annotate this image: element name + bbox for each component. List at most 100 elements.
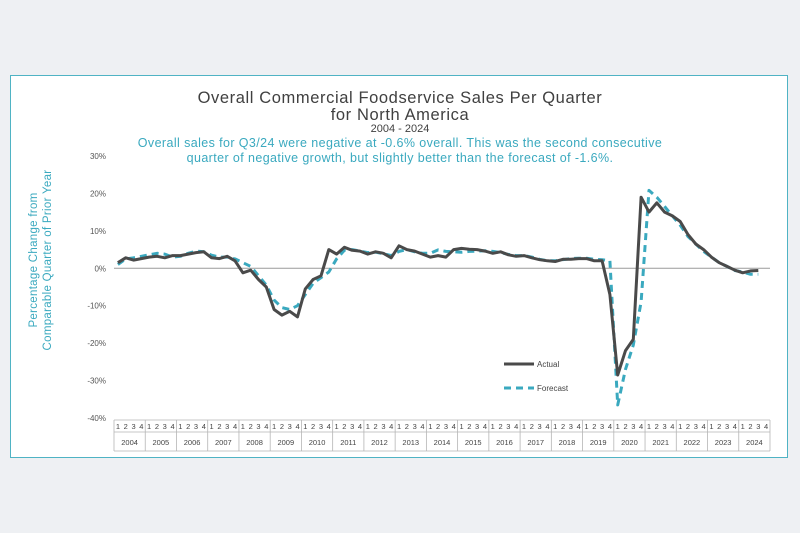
y-tick-label: -40%: [87, 414, 106, 423]
x-tick-year-label: 2018: [559, 438, 576, 447]
x-tick-quarter-label: 1: [116, 422, 120, 431]
x-tick-quarter-label: 2: [530, 422, 534, 431]
x-tick-quarter-label: 3: [225, 422, 229, 431]
x-tick-quarter-label: 1: [178, 422, 182, 431]
x-tick-quarter-label: 2: [374, 422, 378, 431]
x-tick-quarter-label: 2: [342, 422, 346, 431]
x-tick-year-label: 2012: [371, 438, 388, 447]
x-tick-quarter-label: 1: [334, 422, 338, 431]
x-tick-quarter-label: 2: [249, 422, 253, 431]
x-tick-year-label: 2024: [746, 438, 763, 447]
x-tick-quarter-label: 2: [592, 422, 596, 431]
x-tick-quarter-label: 2: [498, 422, 502, 431]
y-tick-label: 0%: [94, 264, 106, 273]
x-tick-quarter-label: 2: [155, 422, 159, 431]
x-tick-quarter-label: 4: [577, 422, 581, 431]
x-tick-year-label: 2015: [465, 438, 482, 447]
x-tick-quarter-label: 3: [256, 422, 260, 431]
legend-forecast-label: Forecast: [537, 384, 569, 393]
x-tick-quarter-label: 4: [389, 422, 393, 431]
x-tick-quarter-label: 1: [616, 422, 620, 431]
x-tick-quarter-label: 2: [717, 422, 721, 431]
x-tick-quarter-label: 1: [241, 422, 245, 431]
actual-series-line: [117, 195, 759, 377]
x-tick-quarter-label: 2: [436, 422, 440, 431]
x-tick-quarter-label: 4: [233, 422, 237, 431]
x-tick-quarter-label: 4: [295, 422, 299, 431]
x-tick-quarter-label: 3: [725, 422, 729, 431]
x-tick-quarter-label: 1: [147, 422, 151, 431]
x-tick-quarter-label: 2: [280, 422, 284, 431]
x-tick-year-label: 2017: [527, 438, 544, 447]
x-tick-year-label: 2020: [621, 438, 638, 447]
x-tick-year-label: 2013: [402, 438, 419, 447]
x-tick-quarter-label: 4: [420, 422, 424, 431]
y-tick-label: -10%: [87, 302, 106, 311]
x-tick-quarter-label: 2: [467, 422, 471, 431]
x-tick-quarter-label: 1: [459, 422, 463, 431]
x-tick-quarter-label: 1: [647, 422, 651, 431]
x-tick-quarter-label: 4: [545, 422, 549, 431]
x-tick-quarter-label: 1: [303, 422, 307, 431]
x-tick-quarter-label: 2: [217, 422, 221, 431]
x-tick-quarter-label: 4: [764, 422, 768, 431]
x-tick-quarter-label: 4: [264, 422, 268, 431]
y-tick-label: -30%: [87, 377, 106, 386]
x-tick-quarter-label: 2: [748, 422, 752, 431]
chart-title: Overall Commercial Foodservice Sales Per…: [197, 89, 603, 107]
x-tick-quarter-label: 3: [194, 422, 198, 431]
x-tick-year-label: 2014: [434, 438, 451, 447]
x-tick-quarter-label: 1: [522, 422, 526, 431]
x-tick-quarter-label: 4: [139, 422, 143, 431]
x-tick-year-label: 2004: [121, 438, 138, 447]
x-tick-year-label: 2022: [684, 438, 701, 447]
legend-actual-label: Actual: [537, 360, 559, 369]
x-tick-quarter-label: 1: [428, 422, 432, 431]
x-tick-quarter-label: 3: [319, 422, 323, 431]
x-tick-quarter-label: 2: [311, 422, 315, 431]
x-tick-quarter-label: 4: [670, 422, 674, 431]
x-tick-year-label: 2009: [277, 438, 294, 447]
x-tick-quarter-label: 3: [694, 422, 698, 431]
x-tick-quarter-label: 3: [631, 422, 635, 431]
x-tick-year-label: 2023: [715, 438, 732, 447]
y-tick-label: -20%: [87, 339, 106, 348]
x-tick-year-label: 2007: [215, 438, 232, 447]
x-tick-quarter-label: 4: [514, 422, 518, 431]
x-tick-quarter-label: 1: [678, 422, 682, 431]
x-tick-quarter-label: 3: [288, 422, 292, 431]
x-tick-quarter-label: 1: [491, 422, 495, 431]
x-tick-quarter-label: 4: [483, 422, 487, 431]
x-tick-quarter-label: 3: [756, 422, 760, 431]
x-tick-quarter-label: 1: [272, 422, 276, 431]
x-tick-quarter-label: 2: [623, 422, 627, 431]
x-tick-quarter-label: 1: [709, 422, 713, 431]
x-tick-quarter-label: 2: [186, 422, 190, 431]
x-tick-quarter-label: 4: [608, 422, 612, 431]
y-tick-label: 10%: [90, 227, 106, 236]
chart-title-line2: for North America: [330, 106, 470, 124]
x-tick-quarter-label: 1: [210, 422, 214, 431]
x-tick-year-label: 2021: [652, 438, 669, 447]
x-tick-quarter-label: 4: [702, 422, 706, 431]
x-tick-quarter-label: 4: [327, 422, 331, 431]
forecast-series-line: [117, 188, 759, 407]
x-tick-quarter-label: 1: [366, 422, 370, 431]
x-tick-quarter-label: 4: [202, 422, 206, 431]
x-tick-quarter-label: 2: [686, 422, 690, 431]
x-tick-year-label: 2011: [340, 438, 356, 447]
x-tick-quarter-label: 1: [553, 422, 557, 431]
x-tick-year-label: 2019: [590, 438, 607, 447]
x-tick-quarter-label: 3: [163, 422, 167, 431]
x-tick-quarter-label: 3: [131, 422, 135, 431]
y-tick-label: 30%: [90, 152, 106, 161]
x-tick-quarter-label: 1: [397, 422, 401, 431]
chart-frame: [10, 75, 788, 458]
date-range: 2004 - 2024: [370, 123, 430, 135]
x-tick-quarter-label: 1: [584, 422, 588, 431]
x-tick-year-label: 2010: [309, 438, 326, 447]
y-tick-label: 20%: [90, 189, 106, 198]
x-tick-quarter-label: 4: [639, 422, 643, 431]
x-tick-year-label: 2006: [184, 438, 201, 447]
